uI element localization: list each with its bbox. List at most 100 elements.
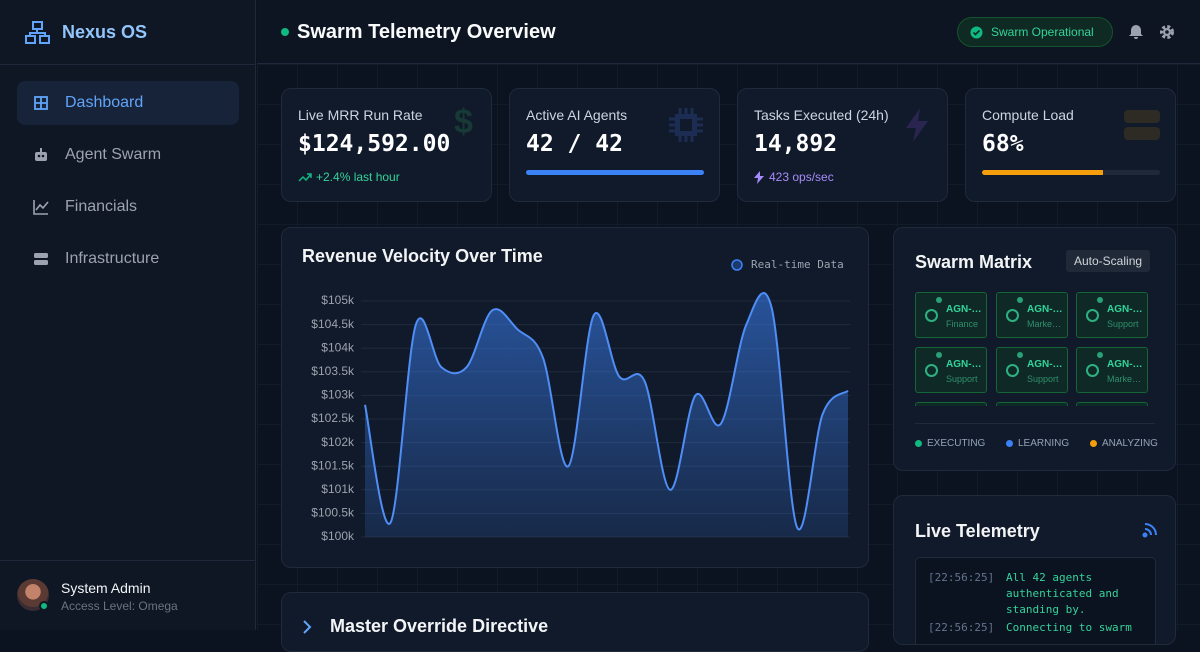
chart: Revenue Velocity Over Time Real-time Dat… — [302, 246, 850, 543]
agent-id: AGN-… — [1027, 359, 1063, 370]
status-text: Swarm Operational — [991, 25, 1094, 39]
brand-name: Nexus OS — [62, 22, 148, 42]
stat-label: Live MRR Run Rate — [298, 107, 423, 123]
legend-dot — [1090, 440, 1097, 447]
stat-note: +2.4% last hour — [316, 170, 400, 184]
nav-label: Infrastructure — [65, 250, 160, 267]
divider — [915, 423, 1155, 424]
live-dot — [281, 28, 289, 36]
telemetry-title: Live Telemetry — [915, 521, 1040, 541]
chart-card: Revenue Velocity Over Time Real-time Dat… — [281, 227, 869, 568]
stat-label: Tasks Executed (24h) — [754, 107, 889, 123]
directive-title: Master Override Directive — [330, 616, 549, 636]
agent-tile: AGN-… Support — [996, 347, 1068, 393]
agent-id: AGN-… — [946, 359, 982, 370]
y-tick-label: $102k — [321, 435, 355, 449]
agent-tile: AGN-… Marke… — [1076, 347, 1148, 393]
legend-label: LEARNING — [1018, 438, 1070, 449]
nav-item[interactable]: Financials — [17, 185, 239, 229]
agent-role: Finance — [946, 319, 979, 329]
matrix-title: Swarm Matrix — [915, 252, 1033, 272]
brand-bar: Nexus OS — [0, 0, 255, 65]
agent-tile: AGN-… Support — [1076, 292, 1148, 338]
legend-label: EXECUTING — [927, 438, 986, 449]
stat-label: Compute Load — [982, 107, 1074, 123]
nav-label: Dashboard — [65, 94, 144, 111]
progress-track — [982, 170, 1160, 175]
user-name: System Admin — [61, 580, 151, 596]
chart-title: Revenue Velocity Over Time — [302, 246, 543, 266]
y-tick-label: $101k — [321, 482, 355, 496]
agent-role: Support — [946, 374, 978, 384]
y-tick-label: $103k — [321, 388, 355, 402]
stat-icon — [1124, 110, 1160, 140]
stat-value: $124,592.00 — [298, 131, 451, 157]
legend-dot — [915, 440, 922, 447]
log-text: Connecting to swarm — [1006, 621, 1132, 634]
progress-fill — [982, 170, 1104, 175]
agent-role: Marke… — [1027, 319, 1062, 329]
legend-item: LEARNING — [1006, 438, 1069, 449]
bell-button[interactable] — [1128, 24, 1144, 40]
sidebar: Nexus OS Dashboard Agent Swarm Financial… — [0, 0, 256, 630]
agent-tile: AGN-… Support — [915, 347, 987, 393]
y-tick-label: $101.5k — [311, 458, 355, 472]
progress-track — [526, 170, 704, 175]
legend-item: ANALYZING — [1090, 438, 1158, 449]
stat-icon — [669, 108, 703, 142]
y-tick-label: $103.5k — [311, 364, 355, 378]
agent-role: Support — [1027, 374, 1059, 384]
user-role: Access Level: Omega — [61, 599, 178, 613]
nav-item[interactable]: Agent Swarm — [17, 133, 239, 177]
progress-fill — [526, 170, 704, 175]
stat-card: Live MRR Run Rate $ $124,592.00 +2.4% la… — [281, 88, 492, 202]
signal-icon — [1142, 523, 1157, 538]
stat-icon — [906, 108, 928, 142]
line — [364, 292, 849, 531]
stat-value: 42 / 42 — [526, 131, 623, 157]
y-tick-label: $102.5k — [311, 411, 355, 425]
directive-card[interactable]: Master Override Directive — [281, 592, 869, 652]
stat-card: Active AI Agents 42 / 42 — [509, 88, 720, 202]
brand-icon — [25, 21, 50, 44]
stat-label: Active AI Agents — [526, 107, 628, 123]
online-dot — [39, 601, 49, 611]
matrix-badge: Auto-Scaling — [1066, 250, 1151, 272]
stat-icon: $ — [454, 103, 473, 141]
legend-dot — [1006, 440, 1013, 447]
stat-note: 423 ops/sec — [769, 170, 834, 184]
status-pill: Swarm Operational — [957, 17, 1113, 47]
settings-button[interactable] — [1158, 23, 1176, 41]
y-tick-label: $100.5k — [311, 506, 355, 520]
nav-label: Financials — [65, 198, 138, 215]
user-panel: System Admin Access Level: Omega — [0, 560, 255, 630]
agent-grid: AGN-… Finance AGN-… Marke… AGN-… Support AGN-…… — [894, 228, 1175, 406]
y-tick-label: $100k — [321, 529, 355, 543]
log-text: All 42 agents authenticated and standing… — [1006, 571, 1119, 616]
telemetry-card: Live Telemetry [22:56:25] All 42 agents a… — [893, 495, 1176, 645]
legend-swatch — [731, 259, 743, 271]
page-title: Swarm Telemetry Overview — [297, 21, 556, 43]
header: Swarm Telemetry Overview Swarm Operation… — [257, 0, 1200, 64]
agent-tile: AGN-… Finance — [915, 292, 987, 338]
y-tick-label: $104k — [321, 340, 355, 354]
nav-item[interactable]: Infrastructure — [17, 237, 239, 281]
stat-value: 68% — [982, 131, 1024, 157]
agent-role: Marke… — [1107, 374, 1142, 384]
y-tick-label: $104.5k — [311, 317, 355, 331]
agent-id: AGN-… — [946, 304, 982, 315]
log-time: [22:56:25] — [928, 571, 995, 584]
stat-value: 14,892 — [754, 131, 838, 157]
y-tick-label: $105k — [321, 293, 355, 307]
log-time: [22:56:25] — [928, 621, 995, 634]
stat-card: Compute Load 68% — [965, 88, 1176, 202]
log-row: [22:56:25] All 42 agents authenticated an… — [928, 570, 1143, 618]
agent-id: AGN-… — [1027, 304, 1063, 315]
legend-label: Real-time Data — [751, 258, 844, 271]
legend-label: ANALYZING — [1102, 438, 1158, 449]
agent-id: AGN-… — [1107, 304, 1143, 315]
nav-item[interactable]: Dashboard — [17, 81, 239, 125]
log-box: [22:56:25] All 42 agents authenticated an… — [915, 557, 1156, 644]
agent-tile: AGN-… Marke… — [996, 292, 1068, 338]
